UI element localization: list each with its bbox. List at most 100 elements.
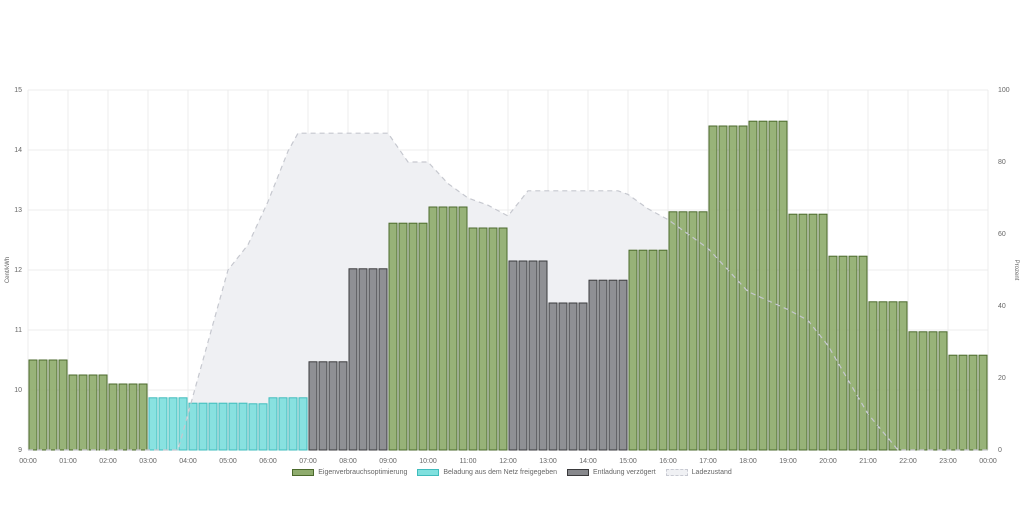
bar-g [728,125,738,451]
x-tick-label: 04:00 [179,458,197,465]
bar-g [908,331,918,451]
bar-g [768,120,778,451]
bar-g [108,383,118,451]
bar-g [388,222,398,451]
bar-g [898,301,908,451]
legend-swatch [292,469,315,476]
bar-g [638,249,648,451]
bar-g [778,120,788,451]
bar-d [598,279,608,451]
x-tick-label: 14:00 [579,458,597,465]
bar-d [568,302,578,451]
bar-g [818,213,828,451]
bar-g [828,255,838,451]
x-tick-label: 09:00 [379,458,397,465]
legend-label: Eigenverbrauchsoptimierung [318,469,408,476]
y-tick-label: 11 [15,327,22,334]
x-tick-label: 21:00 [859,458,877,465]
bar-d [348,268,358,451]
bar-g [128,383,138,451]
bar-c [188,402,198,451]
y-axis-title: Cent/kWh [5,257,11,283]
bar-g [878,301,888,451]
bar-g [428,206,438,451]
legend-item-eigenverbrauch[interactable]: Eigenverbrauchsoptimierung [292,469,407,476]
y-tick-label: 9 [18,447,22,454]
x-tick-label: 11:00 [460,458,477,465]
bar-g [58,359,68,451]
bar-g [788,213,798,451]
x-tick-label: 08:00 [339,458,357,465]
bar-g [418,222,428,451]
bar-d [538,260,548,451]
bar-c [248,403,258,451]
bar-c [168,397,178,451]
bar-g [868,301,878,451]
x-tick-label: 05:00 [219,458,237,465]
legend-item-beladung[interactable]: Beladung aus dem Netz freigegeben [417,469,557,476]
bar-g [438,206,448,451]
bar-g [738,125,748,451]
bar-g [668,211,678,451]
bar-g [98,374,108,451]
legend-label: Ladezustand [691,469,732,476]
legend-item-entladung[interactable]: Entladung verzögert [567,469,656,476]
bar-g [408,222,418,451]
bar-c [148,397,158,451]
bar-g [118,383,128,451]
x-tick-label: 00:00 [19,458,37,465]
legend: Eigenverbrauchsoptimierung Beladung aus … [0,469,1024,476]
bar-g [888,301,898,451]
y-tick-label: 13 [14,207,22,214]
bar-g [688,211,698,451]
bar-g [808,213,818,451]
bar-g [468,227,478,451]
bar-c [268,397,278,451]
bar-d [508,260,518,451]
y2-tick-label: 40 [998,303,1006,310]
x-tick-label: 18:00 [739,458,757,465]
y2-tick-label: 80 [998,159,1006,166]
bar-g [658,249,668,451]
bar-g [798,213,808,451]
bar-g [678,211,688,451]
x-tick-label: 19:00 [779,458,797,465]
x-tick-label: 17:00 [699,458,717,465]
bar-g [488,227,498,451]
ladezustand-line [28,132,988,451]
bar-d [368,268,378,451]
x-tick-label: 15:00 [619,458,637,465]
bar-g [978,354,988,451]
x-tick-label: 07:00 [299,458,317,465]
bar-c [178,397,188,451]
bar-g [38,359,48,451]
bar-d [308,361,318,451]
x-tick-label: 13:00 [539,458,557,465]
legend-label: Beladung aus dem Netz freigegeben [443,469,557,476]
y-tick-label: 15 [14,87,22,94]
bar-g [748,120,758,451]
bar-g [68,374,78,451]
bar-g [478,227,488,451]
bar-d [548,302,558,451]
bar-c [238,402,248,451]
bar-d [358,268,368,451]
bar-g [708,125,718,451]
bar-c [198,402,208,451]
bar-d [558,302,568,451]
legend-item-ladezustand[interactable]: Ladezustand [665,469,732,476]
legend-swatch [567,469,589,476]
x-tick-label: 22:00 [899,458,917,465]
x-tick-label: 02:00 [99,458,117,465]
y2-tick-label: 100 [998,87,1010,94]
x-tick-label: 06:00 [259,458,277,465]
bar-g [398,222,408,451]
bar-d [618,279,628,451]
bar-g [628,249,638,451]
bar-c [258,403,268,451]
y-tick-label: 12 [14,267,22,274]
y2-axis-title: Prozent [1013,260,1019,281]
bar-g [458,206,468,451]
y-tick-label: 14 [14,147,22,154]
